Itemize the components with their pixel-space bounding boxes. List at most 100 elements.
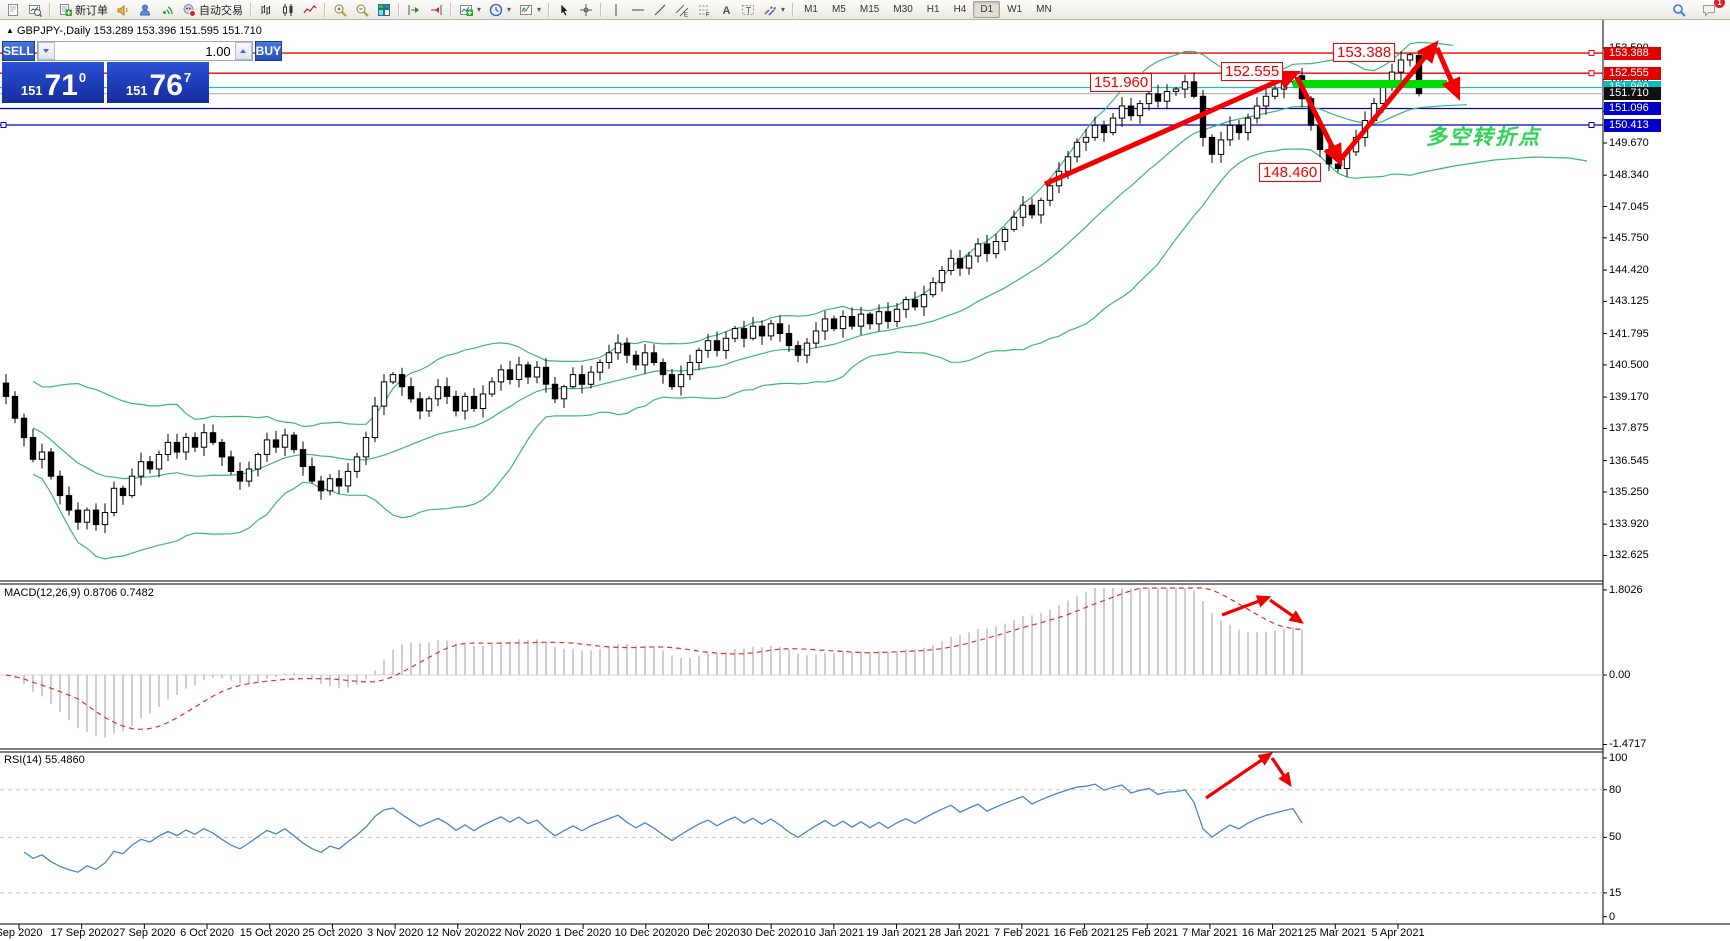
new-chart-button[interactable]	[2, 0, 24, 20]
search-button[interactable]	[1668, 0, 1690, 20]
price-tick: 147.045	[1609, 200, 1649, 213]
robot-icon	[183, 3, 196, 17]
sell-button[interactable]: SELL	[2, 41, 35, 61]
horizontal-line-button[interactable]	[627, 0, 649, 20]
rsi-trend-arrow[interactable]	[1270, 757, 1292, 787]
price-annotation-label[interactable]: 151.960	[1090, 73, 1153, 92]
timeframe-mn-button[interactable]: MN	[1036, 4, 1052, 15]
timeframe-m15-button[interactable]: M15	[859, 4, 880, 15]
buy-price[interactable]: 151 76 7	[107, 62, 209, 103]
templates-button[interactable]: ▾	[515, 0, 545, 20]
svg-text:T: T	[746, 5, 752, 15]
alerts-button[interactable]	[112, 0, 134, 20]
channel-icon: E	[675, 4, 689, 17]
trend-arrow[interactable]	[1294, 75, 1343, 167]
text-button[interactable]: A	[715, 0, 737, 20]
annotation-text[interactable]: 多空转折点	[1426, 126, 1541, 149]
arrows-button[interactable]: ▾	[759, 0, 789, 20]
sell-price[interactable]: 151 71 0	[2, 62, 104, 103]
periods-button[interactable]: ▾	[485, 0, 515, 20]
template-icon	[520, 4, 533, 15]
price-annotation-label[interactable]: 153.388	[1333, 43, 1396, 62]
time-axis-label: 12 Nov 2020	[426, 927, 489, 939]
price-annotation-label[interactable]: 148.460	[1259, 163, 1322, 182]
community-button[interactable]	[134, 0, 156, 20]
text-label-button[interactable]: T	[737, 0, 759, 20]
time-axis-label: 6 Oct 2020	[180, 927, 234, 939]
auto-scroll-button[interactable]	[403, 0, 425, 20]
timeframe-h1-button[interactable]: H1	[926, 4, 940, 15]
trend-arrow[interactable]	[1043, 70, 1301, 187]
green-level-bar[interactable]	[1293, 80, 1447, 88]
zoom-in-button[interactable]	[329, 0, 351, 20]
price-tick: 132.625	[1609, 549, 1649, 562]
fibonacci-button[interactable]: F	[693, 0, 715, 20]
rsi-axis-tick: 15	[1609, 886, 1622, 899]
price-tick: 145.750	[1609, 231, 1649, 244]
volume-increase-button[interactable]	[234, 42, 252, 60]
signal-icon	[163, 5, 173, 14]
trend-arrow[interactable]	[1434, 47, 1461, 101]
drawn-objects-layer[interactable]	[1043, 40, 1461, 800]
timeframe-w1-button[interactable]: W1	[1007, 4, 1023, 15]
price-tick: 137.875	[1609, 422, 1649, 435]
horn-icon	[117, 4, 128, 16]
price-tick: 149.670	[1609, 137, 1649, 149]
time-axis-label: 25 Feb 2021	[1116, 927, 1179, 939]
price-annotation-label[interactable]: 152.555	[1221, 62, 1284, 81]
toolbar-separator	[792, 2, 795, 17]
trendline-button[interactable]	[649, 0, 671, 20]
triangle-up-icon	[240, 49, 247, 53]
auto-trading-label: 自动交易	[199, 4, 243, 17]
fibo-icon: F	[699, 5, 710, 17]
macd-axis-tick: -1.4717	[1609, 738, 1647, 751]
chevron-down-icon: ▾	[781, 5, 786, 14]
line-icon	[303, 4, 317, 13]
equidistant-channel-button[interactable]: E	[671, 0, 693, 20]
notifications-button[interactable]: 1	[1698, 0, 1725, 20]
signals-button[interactable]	[156, 0, 178, 20]
time-axis-label: 27 Sep 2020	[113, 927, 176, 939]
macd-label: MACD(12,26,9) 0.8706 0.7482	[4, 587, 154, 599]
chevron-down-icon: ▾	[537, 5, 542, 14]
timeframe-m30-button[interactable]: M30	[893, 4, 913, 15]
volume-decrease-button[interactable]	[37, 42, 55, 60]
timeframe-m5-button[interactable]: M5	[831, 4, 846, 15]
timeframe-h4-button[interactable]: H4	[953, 4, 967, 15]
bar-chart-button[interactable]	[255, 0, 277, 20]
cursor-button[interactable]	[553, 0, 575, 20]
time-axis-label: 3 Nov 2020	[366, 927, 424, 939]
chevron-down-icon: ▾	[507, 5, 512, 14]
sell-price-point: 0	[78, 70, 87, 85]
price-tick: 144.420	[1609, 264, 1649, 277]
rsi-trend-arrow[interactable]	[1205, 752, 1273, 800]
collapse-arrow-icon[interactable]: ▲	[6, 26, 14, 35]
toolbar-separator	[250, 2, 252, 17]
trend-arrow[interactable]	[1339, 40, 1439, 161]
macd-trend-arrow[interactable]	[1269, 598, 1304, 624]
candle-chart-button[interactable]	[277, 0, 299, 20]
volume-input[interactable]	[54, 42, 235, 60]
price-tick: 143.125	[1609, 295, 1649, 308]
buy-button[interactable]: BUY	[254, 41, 283, 61]
profiles-button[interactable]	[24, 0, 46, 20]
price-badge: 152.555	[1604, 66, 1661, 80]
timeframe-d1-button[interactable]: D1	[973, 1, 1001, 18]
macd-trend-arrow[interactable]	[1221, 595, 1272, 617]
bollinger-lower-band	[32, 148, 1588, 560]
zoom-out-button[interactable]	[351, 0, 373, 20]
price-tick: 140.500	[1609, 358, 1649, 371]
vertical-line-button[interactable]	[605, 0, 627, 20]
line-chart-button[interactable]	[299, 0, 321, 20]
rsi-axis-tick: 50	[1609, 831, 1622, 844]
new-order-button[interactable]: 新订单	[54, 0, 112, 20]
crosshair-button[interactable]	[575, 0, 597, 20]
indicators-button[interactable]: ▾	[455, 0, 485, 20]
auto-trading-button[interactable]: 自动交易	[178, 0, 247, 20]
triangle-down-icon	[43, 49, 50, 53]
textA-icon: A	[723, 5, 731, 17]
chart-shift-button[interactable]	[425, 0, 447, 20]
tile-windows-button[interactable]	[373, 0, 395, 20]
timeframe-m1-button[interactable]: M1	[804, 4, 818, 15]
